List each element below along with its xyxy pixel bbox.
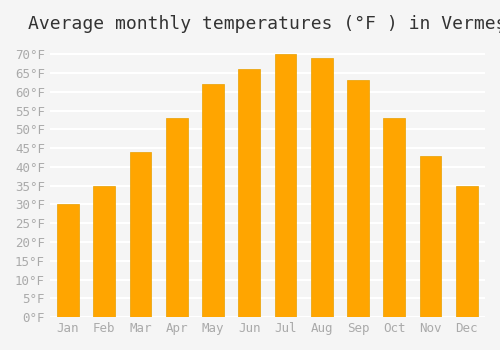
Bar [202,84,224,317]
Bar [274,54,296,317]
Bar [456,186,477,317]
Title: Average monthly temperatures (°F ) in Vermeș: Average monthly temperatures (°F ) in Ve… [28,15,500,33]
Bar [420,156,442,317]
Bar [384,118,405,317]
Bar [347,80,369,317]
Bar [238,69,260,317]
Bar [94,186,115,317]
Bar [166,118,188,317]
Bar [311,58,332,317]
Bar [57,204,79,317]
Bar [130,152,152,317]
